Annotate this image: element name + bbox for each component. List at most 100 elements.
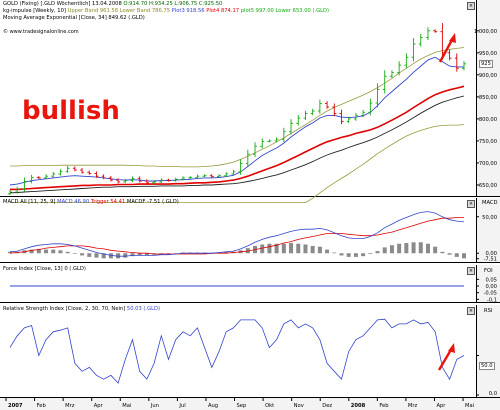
macdf-bar-36 xyxy=(267,243,272,254)
rsi-panel-close-button[interactable]: × xyxy=(467,307,475,315)
upper-band-line xyxy=(10,47,465,168)
price-ytick-label-6: 950,00 xyxy=(479,51,497,57)
lower-value-label: Lower 653.00 (.GLD) xyxy=(275,8,330,14)
x-tick-label-5: Jun xyxy=(150,403,159,409)
price-up-arrow xyxy=(438,37,455,63)
macdf-bar-19 xyxy=(144,253,149,256)
plot5-label: plot5 997.00 xyxy=(240,8,274,14)
x-tick-label-8: Sep xyxy=(237,403,247,409)
macd-panel-header: MACD All [11, 25, 9] MACD 46.90 Trigger … xyxy=(3,199,179,206)
macdf-bar-23 xyxy=(173,253,178,254)
macd-ytick-label-1: 0,00 xyxy=(485,251,497,257)
macdf-bar-50 xyxy=(368,253,373,254)
x-tick-label-4: Mai xyxy=(122,403,131,409)
macdf-bar-39 xyxy=(289,243,294,254)
x-tick-label-12: 2008 xyxy=(351,403,366,409)
force-panel-header: Force Index [Close, 13] 0 (.GLD) xyxy=(3,266,86,273)
macd-trigger-line xyxy=(9,217,464,255)
upper-band-label: Upper Band 961.58 xyxy=(67,8,119,14)
macdf-bar-55 xyxy=(404,243,409,254)
rsi-ytick-label-1: 0,0 xyxy=(489,391,497,397)
macdf-value: MACDF -7.51 (.GLD) xyxy=(126,199,179,205)
macdf-bar-37 xyxy=(274,243,279,254)
price-up-arrow-head xyxy=(449,33,456,43)
macdf-bar-48 xyxy=(353,253,358,257)
macdf-bar-9 xyxy=(72,253,77,254)
price-ytick-label-2: 750,00 xyxy=(479,139,497,145)
macdf-bar-56 xyxy=(411,242,416,254)
rsi-up-arrow xyxy=(437,347,454,371)
macdf-bar-40 xyxy=(296,243,301,254)
macdf-bar-44 xyxy=(325,249,330,254)
macdf-bar-16 xyxy=(123,253,128,258)
macdf-bar-63 xyxy=(462,253,466,259)
macdf-bar-46 xyxy=(339,253,344,256)
website-credit: © www.tradesignalonline.com xyxy=(3,29,79,35)
x-tick-label-16: Mai xyxy=(465,403,474,409)
ema34-line xyxy=(10,85,465,191)
foi-ytick-label-2: -0,05 xyxy=(484,291,497,297)
price-ytick-label-0: 650,00 xyxy=(479,183,497,189)
macd-axis-label: MACD xyxy=(482,200,498,206)
macdf-bar-6 xyxy=(51,249,56,254)
macdf-bar-51 xyxy=(375,251,380,254)
macdf-bar-10 xyxy=(80,253,85,256)
rsi-line xyxy=(9,318,465,384)
rsi-title: Relative Strength Index [Close, 2, 30, 7… xyxy=(3,306,126,312)
rsi-value: 50.03 (.GLD) xyxy=(126,306,161,312)
axis-bg-3 xyxy=(476,305,500,397)
x-tick-label-13: Feb xyxy=(379,403,389,409)
axis-bg-2 xyxy=(476,265,500,302)
price-ytick-label-7: 1.000,00 xyxy=(474,29,497,35)
x-tick-label-7: Aug xyxy=(208,403,218,409)
x-tick-label-14: Mrz xyxy=(408,403,418,409)
lower-band-line xyxy=(10,124,465,204)
x-tick-label-6: Jul xyxy=(178,403,185,409)
macdf-bar-18 xyxy=(137,253,142,256)
macd-ytick-label-2: -7,51 xyxy=(484,257,497,263)
macdf-bar-62 xyxy=(454,253,459,257)
macdf-bar-8 xyxy=(65,251,70,254)
macdf-bar-13 xyxy=(101,253,106,259)
rsi-axis-label: RSI xyxy=(484,308,493,314)
foi-ytick-label-1: 0,00 xyxy=(485,284,497,290)
axis-bg-0 xyxy=(476,0,500,196)
price-panel-close-button[interactable]: × xyxy=(467,2,475,10)
rsi-panel-header: Relative Strength Index [Close, 2, 30, 7… xyxy=(3,306,160,313)
plot3-label: Plot3 918.56 xyxy=(171,8,205,14)
macdf-bar-42 xyxy=(310,245,315,254)
macdf-bar-54 xyxy=(397,243,402,254)
macdf-bar-53 xyxy=(389,245,394,254)
force-title: Force Index [Close, 13] 0 (.GLD) xyxy=(3,266,86,272)
macdf-bar-35 xyxy=(260,244,265,254)
macd-value: MACD 46.90 xyxy=(57,199,90,205)
macdf-bar-0 xyxy=(8,251,12,254)
force-panel-close-button[interactable]: × xyxy=(467,267,475,275)
x-tick-label-10: Nov xyxy=(294,403,304,409)
macdf-bar-33 xyxy=(245,248,250,254)
x-axis-bg xyxy=(0,397,500,410)
macdf-bar-49 xyxy=(361,253,366,257)
macd-panel-close-button[interactable]: × xyxy=(467,200,475,208)
ohlc-values: O:914.70 H:934.25 L:906.75 C:925.50 xyxy=(123,1,223,7)
macd-title: MACD All [11, 25, 9] xyxy=(3,199,56,205)
macdf-bar-61 xyxy=(447,253,452,255)
macdf-bar-11 xyxy=(87,253,92,257)
macdf-bar-43 xyxy=(317,246,322,254)
macdf-bar-57 xyxy=(418,242,423,254)
macdf-bar-60 xyxy=(440,251,445,254)
ema-header: Moving Average Exponential [Close, 34] 8… xyxy=(3,15,145,22)
macdf-bar-52 xyxy=(382,247,387,254)
macdf-bar-41 xyxy=(303,244,308,254)
macdf-bar-45 xyxy=(332,252,337,254)
price-ytick-label-1: 700,00 xyxy=(479,161,497,167)
blue-band-line xyxy=(9,56,464,186)
macdf-bar-58 xyxy=(425,243,430,254)
price-ytick-label-3: 800,00 xyxy=(479,117,497,123)
x-tick-label-2: Mrz xyxy=(65,403,75,409)
ema-title: Moving Average Exponential [Close, 34] 8… xyxy=(3,15,145,21)
price-ytick-label-5: 900,00 xyxy=(479,73,497,79)
lower-band-label: Lower Band 786.75 xyxy=(119,8,171,14)
foi-ytick-label-3: -0,1 xyxy=(487,297,497,303)
bullish-annotation: bullish xyxy=(22,96,120,126)
